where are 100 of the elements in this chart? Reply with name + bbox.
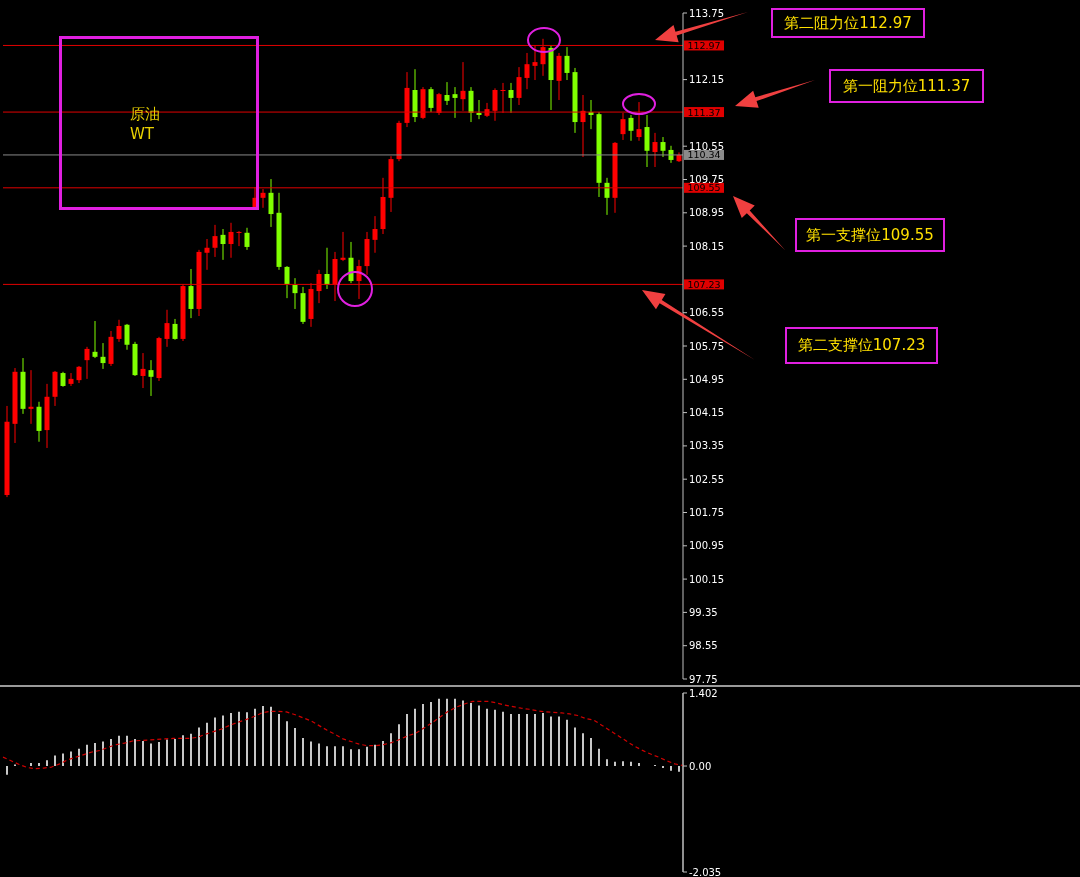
bar — [606, 759, 608, 767]
candlestick — [444, 81, 450, 106]
y-tick-label: 103.35 — [689, 440, 724, 452]
y-tick-label: 104.95 — [689, 373, 724, 385]
bar — [518, 713, 520, 767]
candlestick — [244, 227, 250, 251]
bar — [478, 705, 480, 767]
bar — [102, 741, 104, 767]
bar — [270, 706, 272, 767]
bar — [230, 712, 232, 767]
candlestick — [268, 178, 274, 228]
ref-line-label: 107.23 — [687, 278, 721, 290]
y-tick-label: 110.55 — [689, 140, 724, 152]
candlestick — [220, 228, 226, 261]
bar — [46, 760, 48, 767]
y-tick-label: 101.75 — [689, 507, 724, 519]
bar — [462, 700, 464, 767]
bar — [558, 716, 560, 767]
candlestick — [508, 82, 514, 114]
bar — [94, 743, 96, 767]
y-tick-label: 97.75 — [689, 673, 718, 685]
ref-line-label: 109.55 — [687, 182, 721, 194]
annotation: WT — [130, 125, 154, 143]
bar — [206, 722, 208, 767]
bar — [190, 733, 192, 767]
bar — [550, 716, 552, 767]
y-tick-label: 99.35 — [689, 606, 718, 618]
bar — [198, 727, 200, 767]
candlestick — [460, 61, 466, 112]
candlestick — [212, 224, 218, 258]
candlestick — [204, 238, 210, 271]
ref-line-label: 110.34 — [687, 149, 721, 161]
candlestick — [452, 86, 458, 119]
bar — [142, 741, 144, 767]
candlestick — [28, 369, 34, 425]
bar — [566, 719, 568, 767]
bar — [414, 708, 416, 767]
bar — [398, 724, 400, 767]
candlestick — [100, 342, 106, 370]
bar — [158, 742, 160, 767]
bar — [454, 698, 456, 767]
y-tick-label: 105.75 — [689, 340, 724, 352]
ref-line-label: 112.97 — [687, 39, 721, 51]
candlestick — [68, 372, 74, 387]
candlestick — [188, 268, 194, 319]
bar — [54, 755, 56, 767]
bar — [534, 713, 536, 767]
bar — [110, 738, 112, 767]
candlestick — [652, 132, 658, 168]
candlestick — [348, 241, 354, 284]
bar — [422, 704, 424, 767]
bar — [246, 712, 248, 767]
bar — [590, 737, 592, 767]
candlestick — [516, 66, 522, 106]
candlestick — [116, 319, 122, 343]
bar — [182, 735, 184, 767]
candlestick — [284, 265, 290, 299]
y-tick-label: 108.95 — [689, 207, 724, 219]
y-tick-label: 100.15 — [689, 573, 724, 585]
candlestick — [476, 99, 482, 120]
text: 第一阻力位111.37 — [829, 69, 984, 103]
candlestick — [436, 92, 442, 116]
y-tick-label: 100.95 — [689, 540, 724, 552]
y-tick-label: 112.15 — [689, 74, 724, 86]
bar — [342, 746, 344, 767]
bar — [6, 766, 8, 775]
candlestick — [564, 46, 570, 81]
bar — [86, 744, 88, 767]
candlestick — [492, 87, 498, 122]
candlestick — [228, 222, 234, 259]
y-tick-label: 102.55 — [689, 473, 724, 485]
bar — [318, 743, 320, 767]
candlestick — [340, 231, 346, 262]
y-tick-label: 1.402 — [689, 687, 718, 699]
candlestick — [124, 323, 130, 351]
bar — [670, 766, 672, 771]
candlestick — [628, 114, 634, 142]
bar — [502, 711, 504, 767]
bar — [134, 738, 136, 767]
bar — [438, 698, 440, 767]
y-tick-label: 104.15 — [689, 407, 724, 419]
candlestick — [292, 277, 298, 310]
candlestick — [148, 359, 154, 397]
bar — [126, 735, 128, 767]
bar — [214, 717, 216, 767]
bar — [614, 761, 616, 767]
bar — [358, 749, 360, 767]
candlestick — [428, 86, 434, 113]
ref-line-label: 111.37 — [687, 106, 721, 118]
candlestick — [316, 269, 322, 304]
bar — [78, 748, 80, 767]
bar — [574, 727, 576, 767]
bar — [254, 708, 256, 767]
bar — [374, 744, 376, 767]
bar — [638, 762, 640, 767]
candlestick — [236, 230, 242, 247]
y-tick-label: -2.035 — [689, 866, 722, 877]
y-tick-label: 0.00 — [689, 760, 712, 772]
bar — [30, 762, 32, 767]
candlestick — [660, 136, 666, 158]
